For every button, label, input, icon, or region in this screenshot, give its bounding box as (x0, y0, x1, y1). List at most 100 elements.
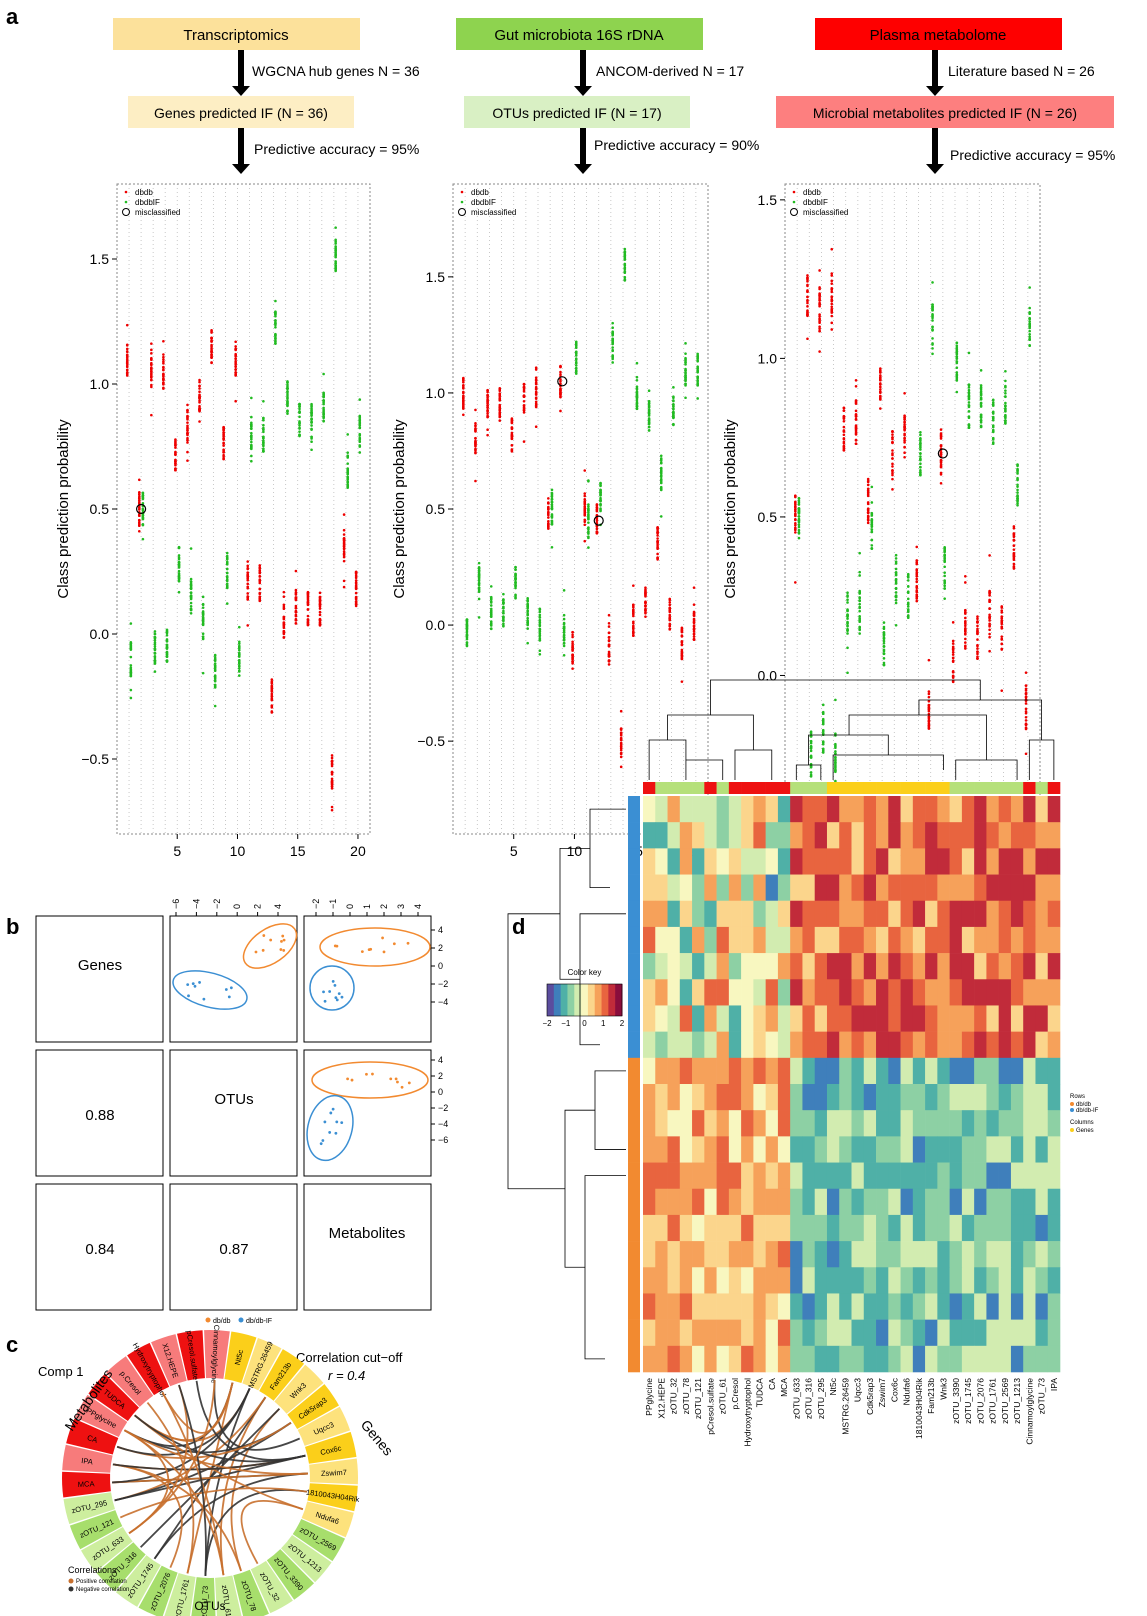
heatmap-cell (937, 822, 950, 849)
data-point-dbdbIF (696, 379, 699, 383)
heatmap-cell (974, 1084, 987, 1111)
data-point-dbdbIF (262, 426, 265, 430)
tick-label: 4 (273, 904, 283, 909)
heatmap-cell (802, 1267, 816, 1294)
heatmap-cell (949, 1057, 963, 1085)
heatmap-cell (1047, 1293, 1061, 1320)
heatmap-cell (949, 1345, 963, 1373)
data-point-dbdb (222, 457, 225, 461)
arrow-shaft (238, 50, 244, 86)
column-group-cell (925, 782, 938, 794)
data-point-dbdb (680, 643, 684, 647)
heatmap-cell (876, 796, 889, 823)
data-point-dbdbIF (310, 435, 313, 439)
data-point-dbdbIF (882, 663, 886, 667)
data-point-dbdbIF (538, 633, 542, 637)
data-point-dbdbIF (225, 571, 229, 575)
heatmap-cell (802, 953, 816, 980)
data-point-dbdb (891, 441, 894, 444)
data-point-dbdbIF (310, 410, 313, 413)
data-point-dbdbIF (635, 407, 639, 411)
data-point-dbdb (1024, 722, 1028, 725)
data-point-dbdbIF (322, 406, 325, 410)
heatmap-cell (949, 874, 963, 902)
heatmap-cell (728, 1136, 742, 1163)
data-point-dbdbIF (919, 448, 922, 451)
data-point-dbdb (854, 442, 858, 445)
data-point-dbdb (644, 593, 647, 597)
data-point-dbdbIF (213, 666, 217, 670)
data-point-dbdbIF (846, 624, 849, 628)
data-point-dbdbIF (1016, 483, 1019, 487)
data-point-dbdb (680, 657, 684, 661)
data-point-dbdbIF (225, 584, 229, 587)
heatmap-cell (692, 796, 705, 823)
data-point-dbdbIF (894, 573, 898, 577)
data-point-dbdbIF (574, 367, 578, 370)
data-point-dbdb (842, 409, 846, 412)
heatmap-cell (888, 926, 901, 954)
data-point-dbdb (258, 571, 262, 575)
data-point-dbdbIF (250, 425, 253, 428)
data-point-dbdbIF (623, 264, 627, 267)
data-point-dbdbIF (1016, 478, 1019, 482)
heatmap-cell (900, 1293, 914, 1320)
heatmap-cell (937, 874, 950, 902)
column-group-cell (643, 782, 656, 794)
data-point-dbdb (891, 488, 894, 491)
heatmap-cell (1010, 1084, 1024, 1111)
heatmap-cell (679, 900, 693, 928)
data-point-dbdb (903, 420, 906, 424)
data-point-dbdb (342, 585, 346, 589)
data-point-dbdb (879, 390, 882, 394)
data-point-dbdbIF (129, 669, 133, 672)
heatmap-cell (974, 1319, 987, 1347)
data-point-dbdbIF (943, 587, 946, 590)
heatmap-cell (998, 1136, 1012, 1163)
heatmap-cell (974, 1241, 987, 1268)
heatmap-cell (851, 1241, 865, 1268)
data-point-dbdbIF (310, 440, 313, 443)
pairs-point (406, 941, 410, 945)
heatmap-cell (790, 822, 803, 849)
data-point-dbdbIF (286, 400, 289, 404)
column-label: zOTU_316 (804, 1378, 814, 1419)
data-point-dbdb (559, 379, 562, 383)
data-point-dbdbIF (894, 567, 898, 571)
pairs-point (367, 948, 371, 952)
data-point-dbdb (583, 539, 587, 543)
data-point-dbdb (680, 628, 684, 632)
data-point-dbdb (294, 618, 298, 622)
heatmap-cell (876, 1293, 889, 1320)
cutoff-value: r = 0.4 (328, 1368, 365, 1383)
data-point-dbdbIF (538, 623, 542, 627)
data-point-dbdbIF (334, 267, 337, 271)
heatmap-cell (851, 1084, 865, 1111)
data-point-dbdbIF (955, 375, 959, 379)
pairs-point (331, 1107, 335, 1111)
data-point-dbdbIF (346, 433, 350, 436)
data-point-dbdb (595, 509, 599, 513)
data-point-dbdbIF (931, 347, 934, 350)
heatmap-cell (1047, 848, 1061, 875)
data-point-dbdb (246, 592, 250, 595)
dendrogram-branch (918, 699, 1042, 740)
column-label: 1810043H04Rik (914, 1377, 924, 1439)
data-point-dbdb (486, 404, 489, 408)
heatmap-cell (839, 796, 852, 823)
heatmap-cell (777, 874, 791, 902)
data-point-dbdb (668, 598, 672, 602)
heatmap-cell (679, 1319, 693, 1347)
data-point-dbdb (174, 450, 177, 454)
x-tick-label: 20 (350, 843, 366, 859)
data-point-dbdb (234, 399, 237, 403)
data-point-dbdbIF (919, 465, 922, 469)
data-point-dbdbIF (213, 674, 217, 677)
heatmap-cell (704, 1293, 717, 1320)
heatmap-cell (888, 1241, 901, 1268)
data-point-dbdbIF (165, 659, 169, 662)
heatmap-cell (998, 1345, 1012, 1373)
pairs-point (261, 948, 265, 952)
data-point-dbdbIF (882, 621, 886, 624)
data-point-dbdbIF (574, 341, 578, 345)
